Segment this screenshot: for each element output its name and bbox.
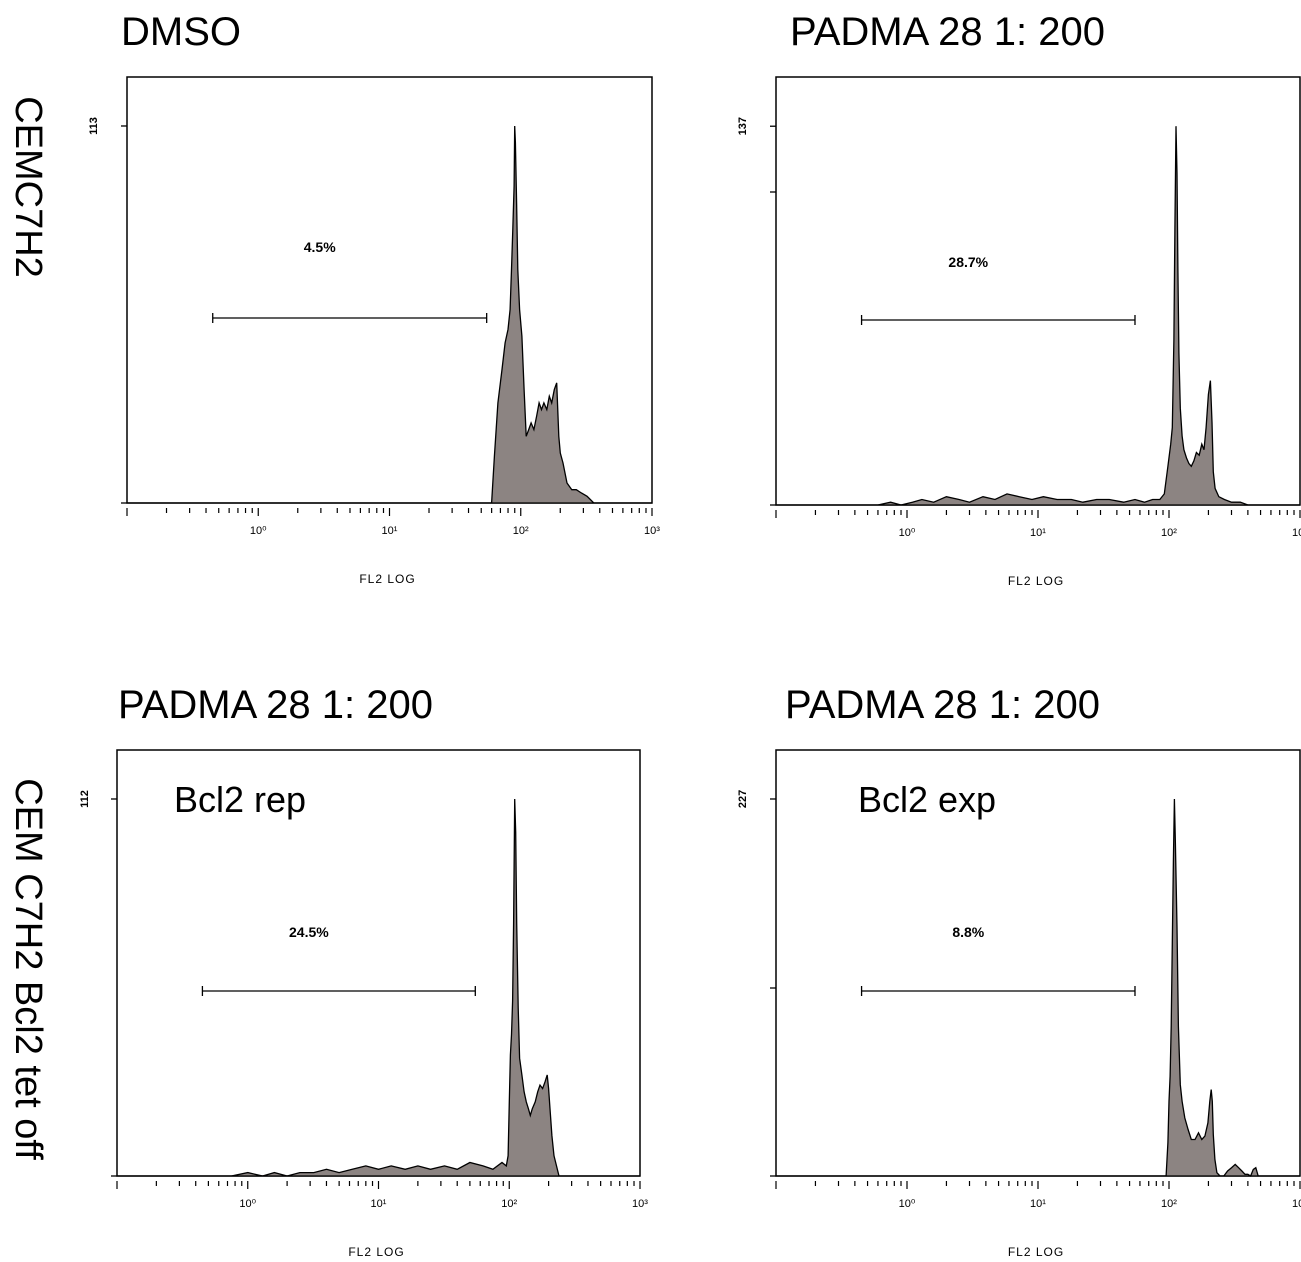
x-tick-label: 10² — [1161, 527, 1177, 539]
y-max-label: 112 — [79, 790, 91, 808]
x-axis-label: FL2 LOG — [359, 572, 415, 586]
gate-percentage-label: 4.5% — [304, 239, 336, 255]
x-tick-label: 10² — [501, 1198, 517, 1210]
gate-percentage-label: 24.5% — [289, 924, 329, 940]
panel-title: PADMA 28 1: 200 — [790, 10, 1105, 54]
histogram-area — [117, 798, 640, 1177]
panel-subtitle: Bcl2 rep — [174, 779, 306, 820]
x-tick-label: 10⁰ — [250, 525, 267, 537]
histogram-area — [127, 125, 652, 504]
row-label-top: CEMC7H2 — [7, 96, 49, 278]
histogram-area — [776, 798, 1300, 1177]
histogram-panel-2: PADMA 28 1: 200 137 10⁰ 10¹ 10² 10³ FL2 LOG 28.… — [737, 10, 1301, 588]
y-max-label: 113 — [88, 117, 100, 135]
gate-marker — [860, 986, 1136, 996]
gate-percentage-label: 28.7% — [948, 254, 988, 270]
plot-frame — [126, 76, 653, 504]
x-tick-label: 10⁰ — [239, 1198, 256, 1210]
y-max-label: 137 — [737, 117, 749, 135]
panel-title: PADMA 28 1: 200 — [118, 683, 433, 727]
gate-percentage-label: 8.8% — [952, 924, 984, 940]
histogram-panel-4: PADMA 28 1: 200 Bcl2 exp 227 10⁰ 10¹ 10² 10³ FL… — [737, 683, 1301, 1259]
x-axis-label: FL2 LOG — [1008, 1245, 1064, 1259]
gate-marker — [860, 315, 1136, 325]
row-label-bottom: CEM C7H2 Bcl2 tet off — [7, 778, 49, 1160]
x-tick-label: 10³ — [1292, 527, 1301, 539]
x-axis-label: FL2 LOG — [348, 1245, 404, 1259]
x-tick-label: 10³ — [632, 1198, 648, 1210]
x-tick-label: 10⁰ — [899, 1198, 916, 1210]
x-tick-label: 10¹ — [382, 525, 398, 537]
x-tick-label: 10² — [513, 525, 529, 537]
panel-title: DMSO — [121, 10, 241, 54]
plot-frame — [775, 76, 1301, 506]
histogram-panel-3: PADMA 28 1: 200 Bcl2 rep 112 10⁰ 10¹ 10² 10³ FL… — [79, 683, 648, 1259]
x-axis-label: FL2 LOG — [1008, 574, 1064, 588]
histogram-panel-1: DMSO 113 10⁰ 10¹ 10² 10³ FL2 LOG 4.5% — [88, 10, 660, 586]
histogram-panels: DMSO 113 10⁰ 10¹ 10² 10³ FL2 LOG 4.5% PADMA 28 1… — [79, 10, 1301, 1259]
y-max-label: 227 — [737, 790, 749, 808]
x-tick-label: 10⁰ — [899, 527, 916, 539]
x-tick-label: 10¹ — [1030, 527, 1046, 539]
x-tick-label: 10³ — [1292, 1198, 1301, 1210]
histogram-area — [776, 126, 1300, 506]
plot-frame — [775, 749, 1301, 1177]
x-tick-label: 10¹ — [1030, 1198, 1046, 1210]
panel-subtitle: Bcl2 exp — [858, 779, 996, 820]
x-tick-label: 10¹ — [371, 1198, 387, 1210]
x-tick-label: 10² — [1161, 1198, 1177, 1210]
gate-marker — [212, 313, 488, 323]
x-tick-label: 10³ — [644, 525, 660, 537]
panel-title: PADMA 28 1: 200 — [785, 683, 1100, 727]
gate-marker — [201, 986, 476, 996]
